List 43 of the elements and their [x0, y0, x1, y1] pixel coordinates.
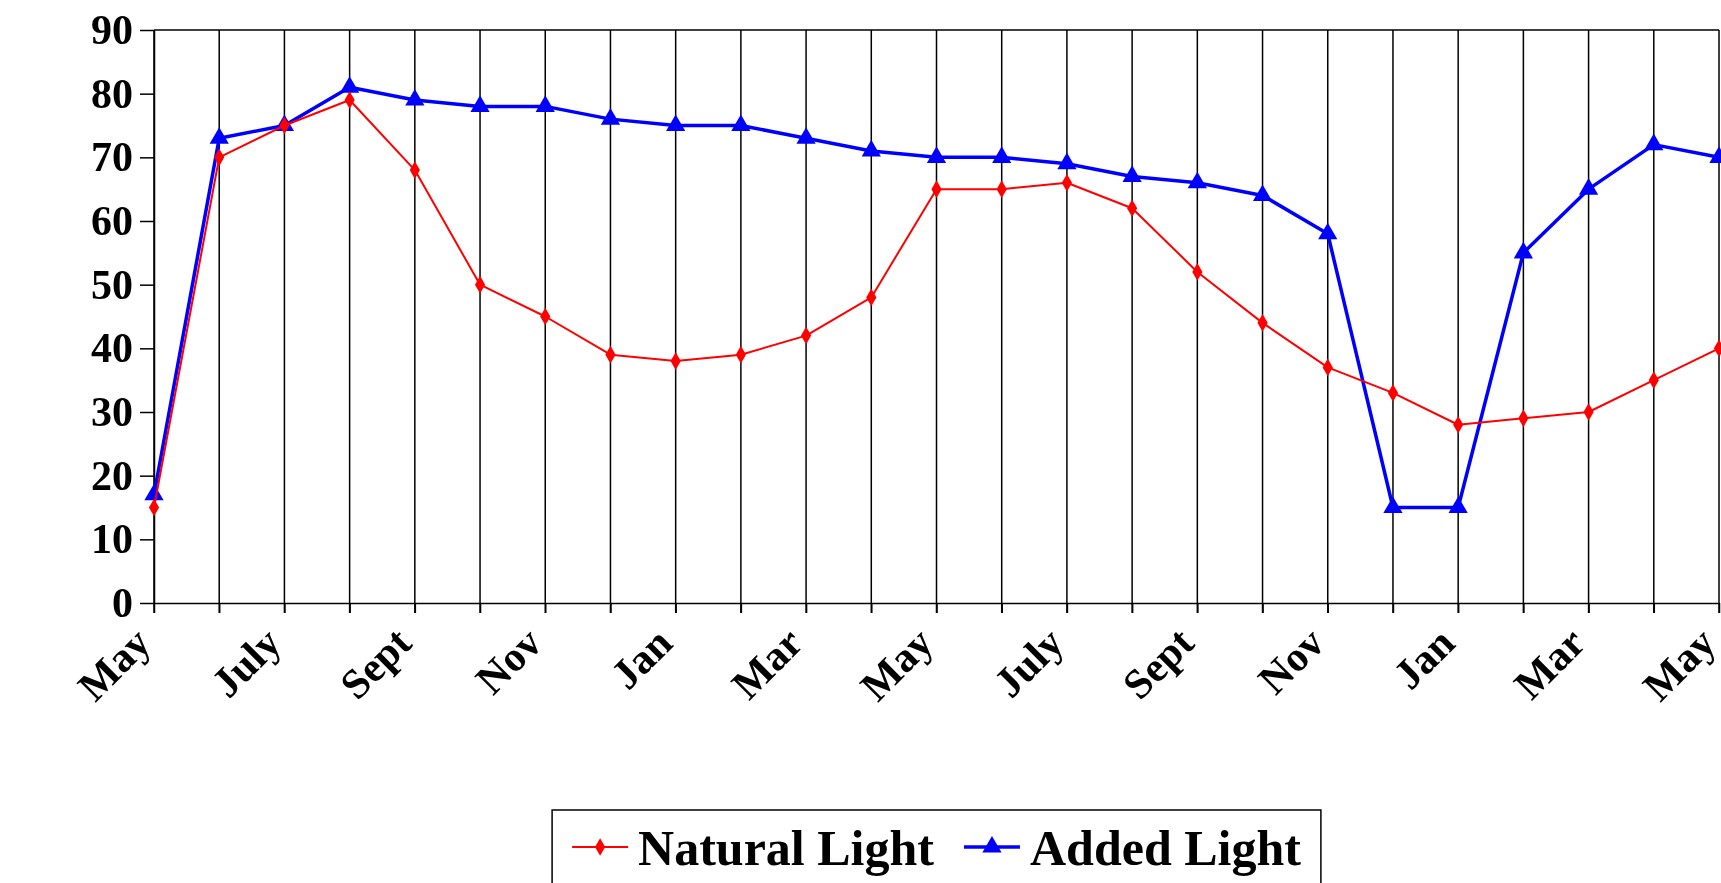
y-tick-label: 90 — [91, 6, 133, 53]
x-tick-label: Jan — [602, 619, 681, 698]
point — [535, 95, 555, 112]
legend-label: Added Light — [1029, 819, 1302, 876]
x-tick-label: July — [985, 619, 1073, 707]
point — [1122, 165, 1142, 182]
point — [209, 127, 229, 144]
x-tick-label: Jan — [1384, 619, 1464, 698]
x-tick-label: May — [851, 619, 942, 710]
point — [1644, 133, 1664, 151]
x-tick-label: Mar — [722, 619, 812, 708]
x-tick-label: May — [1633, 619, 1721, 710]
point — [731, 114, 751, 132]
y-tick-label: 80 — [91, 70, 133, 117]
point — [405, 88, 425, 106]
point — [796, 127, 816, 144]
point — [1187, 171, 1207, 189]
x-tick-label: July — [202, 619, 290, 707]
point — [470, 95, 490, 112]
y-tick-label: 20 — [91, 452, 133, 499]
y-tick-label: 10 — [91, 516, 133, 563]
y-tick-label: 40 — [91, 325, 133, 372]
y-tick-label: 70 — [91, 134, 133, 181]
point — [1578, 178, 1599, 195]
legend-label: Natural Light — [638, 819, 935, 876]
point — [1057, 152, 1077, 170]
point — [340, 76, 360, 93]
point — [861, 139, 881, 157]
x-tick-label: Sept — [331, 619, 421, 708]
y-tick-label: 60 — [91, 197, 133, 244]
point — [600, 108, 621, 125]
point — [666, 114, 686, 132]
x-tick-label: Sept — [1113, 619, 1203, 708]
point — [1318, 222, 1338, 240]
x-tick-label: Mar — [1505, 619, 1594, 708]
y-tick-label: 50 — [91, 261, 133, 308]
x-tick-label: Nov — [1249, 619, 1334, 703]
point — [1513, 241, 1533, 259]
x-tick-label: Nov — [466, 619, 551, 703]
point — [992, 146, 1012, 163]
point — [926, 146, 947, 163]
y-tick-label: 30 — [91, 388, 133, 435]
point — [1252, 184, 1273, 202]
